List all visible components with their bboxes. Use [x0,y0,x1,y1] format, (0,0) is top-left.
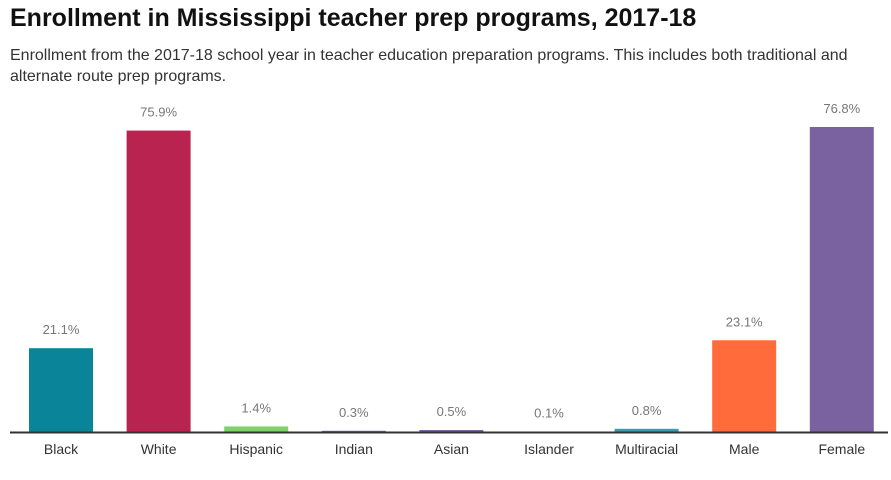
x-tick-label: Male [729,441,760,457]
data-label: 1.4% [241,400,271,415]
data-label: 21.1% [43,322,80,337]
bar-female [809,127,874,432]
x-tick-label: Hispanic [229,441,283,457]
bar-hispanic [224,426,289,432]
x-tick-label: Asian [434,441,469,457]
data-label: 23.1% [726,314,763,329]
data-label: 0.1% [534,406,564,421]
bar-asian [419,430,484,432]
data-label: 0.8% [632,403,662,418]
data-label: 0.5% [437,404,467,419]
bar-white [126,130,191,432]
chart-title: Enrollment in Mississippi teacher prep p… [10,4,697,32]
chart-subtitle: Enrollment from the 2017-18 school year … [10,47,848,85]
data-label: 75.9% [140,105,177,120]
x-tick-label: Female [818,441,865,457]
data-label: 0.3% [339,405,369,420]
bar-male [712,340,777,432]
x-tick-label: Multiracial [615,441,678,457]
x-tick-label: White [141,441,177,457]
x-tick-label: Indian [335,441,373,457]
x-tick-label: Islander [524,441,574,457]
bar-multiracial [614,428,679,432]
bar-black [29,348,93,432]
x-tick-label: Black [44,441,79,457]
bar-indian [321,430,386,432]
data-label: 76.8% [823,101,860,116]
